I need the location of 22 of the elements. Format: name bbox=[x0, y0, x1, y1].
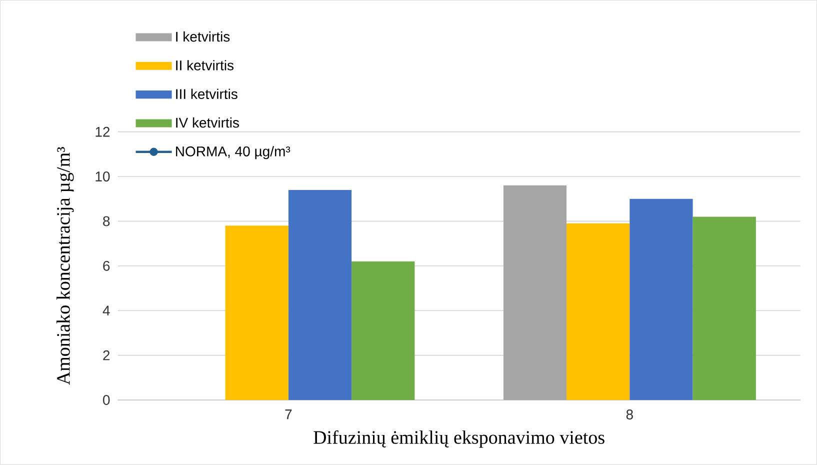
bar bbox=[225, 226, 288, 400]
bar bbox=[630, 198, 693, 400]
bar bbox=[288, 190, 352, 400]
y-tick-label: 8 bbox=[103, 216, 110, 226]
legend-label: I ketvirtis bbox=[176, 32, 230, 42]
legend-label: II ketvirtis bbox=[176, 60, 234, 70]
legend-label: NORMA, 40 µg/m³ bbox=[176, 146, 290, 160]
legend-label: III ketvirtis bbox=[176, 88, 238, 100]
y-axis-title: Amoniako koncentracija µg/m³ bbox=[56, 147, 74, 386]
legend-label: IV ketvirtis bbox=[176, 118, 239, 128]
y-tick-label: 4 bbox=[102, 306, 110, 316]
x-tick-label: 7 bbox=[285, 410, 292, 420]
bar bbox=[566, 224, 630, 400]
bar bbox=[352, 262, 415, 400]
y-tick-label: 2 bbox=[103, 350, 110, 360]
bar bbox=[692, 216, 756, 400]
y-tick-label: 12 bbox=[96, 127, 110, 137]
bar bbox=[503, 186, 567, 400]
y-tick-label: 0 bbox=[103, 395, 110, 406]
x-axis-title: Difuzinių ėmiklių eksponavimo vietos bbox=[314, 430, 604, 448]
y-tick-label: 6 bbox=[103, 261, 110, 271]
y-tick-label: 10 bbox=[96, 172, 110, 182]
